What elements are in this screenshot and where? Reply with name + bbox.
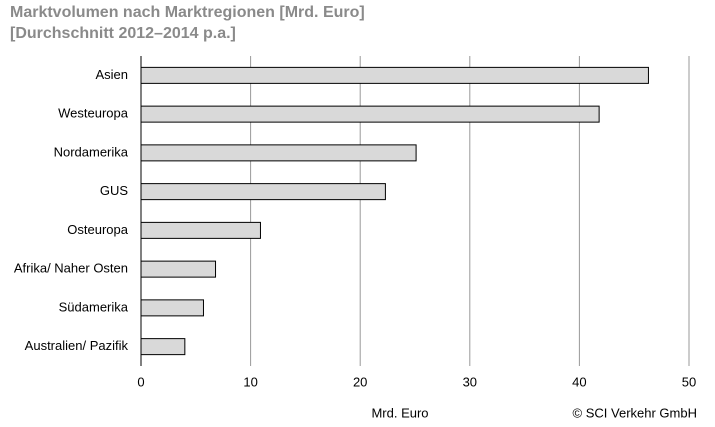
y-tick-label: Westeuropa [58,106,129,121]
chart-subtitle: [Durchschnitt 2012–2014 p.a.] [10,25,236,42]
x-tick-label: 10 [243,374,257,389]
y-tick-label: Australien/ Pazifik [25,338,129,353]
bar [140,338,186,356]
bar [140,105,600,123]
bar [140,221,261,239]
bar [140,183,386,201]
x-axis-label: Mrd. Euro [371,405,428,420]
y-tick-label: GUS [100,183,129,198]
x-tick-label: 0 [137,374,144,389]
y-tick-label: Nordamerika [54,144,129,159]
bar [140,144,417,162]
x-tick-label: 50 [682,374,696,389]
x-tick-label: 30 [463,374,477,389]
bar [140,260,217,278]
y-tick-label: Osteuropa [67,222,128,237]
bar [140,66,649,84]
bar [140,299,204,317]
y-tick-label: Asien [95,67,128,82]
x-tick-label: 40 [572,374,586,389]
x-tick-label: 20 [353,374,367,389]
y-tick-label: Südamerika [59,299,129,314]
chart-title: Marktvolumen nach Marktregionen [Mrd. Eu… [10,4,365,21]
annotation: © SCI Verkehr GmbH [573,405,697,420]
y-tick-label: Afrika/ Naher Osten [14,261,128,276]
